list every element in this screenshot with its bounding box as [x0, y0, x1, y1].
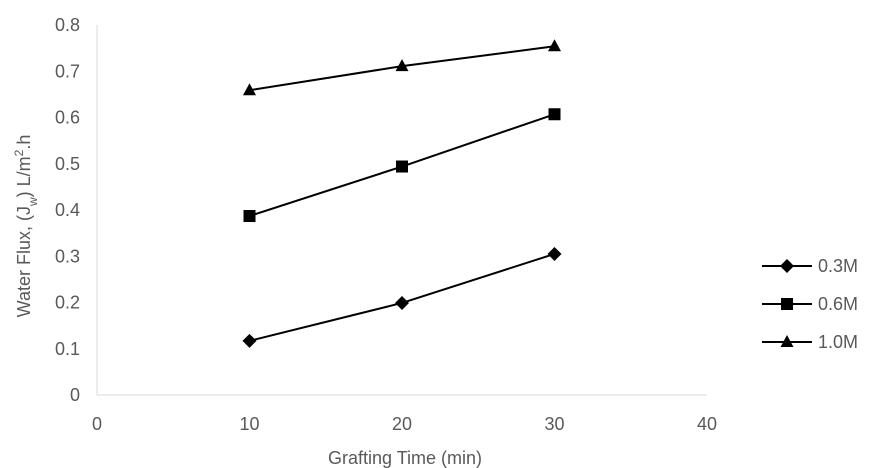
- y-tick-label: 0.7: [55, 61, 80, 81]
- y-tick-label: 0.5: [55, 154, 80, 174]
- x-tick-label: 20: [392, 414, 412, 434]
- y-tick-label: 0.6: [55, 108, 80, 128]
- y-tick-label: 0.3: [55, 246, 80, 266]
- y-tick-label: 0.1: [55, 339, 80, 359]
- y-axis-title-part-a: Water Flux, (J: [14, 206, 34, 317]
- data-point-0-6m: [396, 160, 408, 173]
- legend-item-1-0m: 1.0M: [762, 332, 858, 352]
- y-axis-title: Water Flux, (Jw) L/m2.h: [12, 135, 40, 318]
- data-point-0-3m: [547, 246, 562, 261]
- x-axis-title: Grafting Time (min): [328, 448, 482, 468]
- data-point-0-6m: [243, 210, 256, 223]
- legend-item-0-6m: 0.6M: [762, 294, 858, 314]
- y-tick-label: 0: [70, 385, 80, 405]
- y-tick-label: 0.2: [55, 293, 80, 313]
- y-axis-title-superscript: 2: [12, 149, 26, 156]
- x-tick-label: 30: [544, 414, 564, 434]
- legend-label: 0.3M: [818, 256, 858, 276]
- data-point-0-6m: [548, 108, 561, 121]
- y-axis-title-part-e: .h: [14, 135, 34, 150]
- legend-item-0-3m: 0.3M: [762, 256, 858, 276]
- series-0-3m: [242, 246, 562, 348]
- series-group: [242, 39, 562, 348]
- y-axis-title-subscript: w: [26, 197, 40, 207]
- series-0-6m: [243, 108, 561, 223]
- x-tick-label: 0: [92, 414, 102, 434]
- data-point-1-0m: [548, 39, 561, 52]
- legend-label: 0.6M: [818, 294, 858, 314]
- x-tick-label: 40: [697, 414, 717, 434]
- y-tick-label: 0.4: [55, 200, 80, 220]
- legend-marker: [780, 259, 794, 273]
- data-point-0-3m: [395, 295, 409, 310]
- axes: [96, 25, 707, 396]
- legend-label: 1.0M: [818, 332, 858, 352]
- y-axis-title-part-c: ) L/m: [14, 156, 34, 197]
- data-point-0-3m: [242, 333, 257, 348]
- data-point-1-0m: [243, 83, 256, 96]
- x-tick-label: 10: [239, 414, 259, 434]
- legend: 0.3M 0.6M 1.0M: [762, 256, 858, 352]
- tick-labels: 0 0.1 0.2 0.3 0.4 0.5 0.6 0.7 0.8 0 10 20 30 40: [55, 15, 717, 434]
- y-tick-label: 0.8: [55, 15, 80, 35]
- data-point-1-0m: [395, 59, 409, 72]
- series-1-0m: [243, 39, 561, 96]
- legend-marker: [781, 298, 793, 310]
- legend-marker: [780, 335, 794, 347]
